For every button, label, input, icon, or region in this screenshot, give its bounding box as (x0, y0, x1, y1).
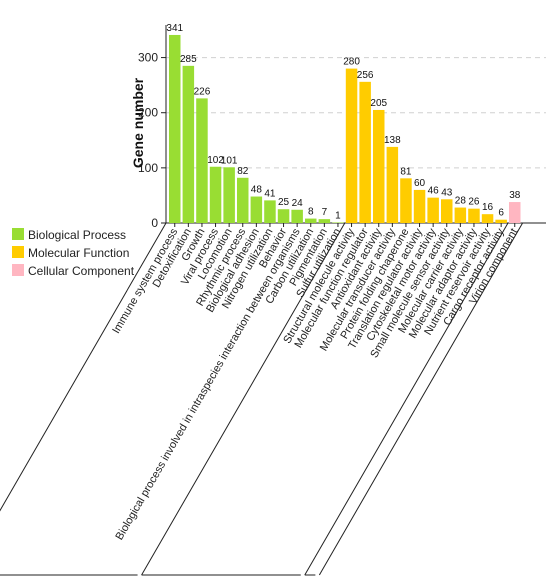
group-bracket-line (304, 222, 509, 576)
group-bracket-line (318, 222, 524, 576)
bar-value-label: 48 (251, 185, 263, 196)
bar-value-label: 46 (428, 186, 440, 197)
bar (250, 196, 263, 223)
bar-value-label: 26 (468, 197, 480, 208)
bar (413, 189, 426, 223)
bar (468, 208, 480, 223)
bar-value-label: 280 (343, 57, 360, 68)
bar-value-label: 205 (370, 98, 387, 109)
bar (441, 199, 453, 223)
bar (509, 202, 521, 223)
bar-value-label: 8 (308, 207, 314, 218)
legend-label: Biological Process (28, 228, 126, 242)
bar (264, 200, 276, 223)
bar-value-label: 41 (264, 188, 276, 199)
y-tick-label: 200 (138, 106, 158, 120)
bar-value-label: 138 (384, 135, 401, 146)
y-tick-label: 300 (138, 51, 158, 65)
bar-value-label: 38 (509, 190, 521, 201)
bar-value-label: 285 (180, 54, 197, 65)
bar (454, 207, 467, 223)
legend-label: Molecular Function (28, 246, 129, 260)
bar-value-label: 25 (278, 197, 290, 208)
bar (169, 34, 181, 223)
bar-value-label: 226 (194, 86, 211, 97)
bar-value-label: 6 (498, 208, 504, 219)
bar-value-label: 82 (237, 166, 249, 177)
bar-value-label: 28 (455, 196, 467, 207)
bar (277, 209, 290, 223)
bar (400, 178, 412, 223)
bar-value-label: 16 (482, 202, 494, 213)
category-label: Immune system process (110, 226, 180, 336)
legend-swatch (12, 228, 24, 240)
legend: Biological Process Molecular Function Cell… (12, 228, 135, 278)
bar-value-label: 43 (441, 187, 453, 198)
legend-label: Cellular Component (28, 264, 135, 278)
y-tick-label: 0 (151, 216, 158, 230)
bar-value-label: 1 (335, 210, 341, 221)
bar (209, 166, 222, 223)
bar-value-label: 24 (292, 198, 304, 209)
bar (345, 68, 358, 223)
bar (495, 219, 507, 223)
y-tick-label: 100 (138, 161, 158, 175)
bar (359, 81, 371, 223)
bar (481, 214, 494, 223)
bar-value-label: 341 (166, 23, 183, 34)
bar (182, 65, 195, 223)
bar (373, 109, 385, 223)
bar (427, 197, 439, 223)
bar-value-label: 101 (221, 155, 238, 166)
y-axis-label: Gene number (130, 77, 146, 168)
legend-swatch (12, 246, 24, 258)
bar-value-label: 7 (322, 207, 328, 218)
bar-value-label: 102 (207, 155, 224, 166)
group-bracket-line (141, 222, 346, 576)
bar-value-label: 60 (414, 178, 426, 189)
bar (196, 98, 208, 223)
bar (318, 219, 331, 223)
bar (237, 177, 249, 223)
bar (386, 146, 399, 223)
bar-value-label: 256 (357, 70, 374, 81)
bar (332, 222, 344, 223)
bar-value-label: 81 (400, 166, 412, 177)
bar (291, 209, 303, 223)
bar (223, 167, 235, 223)
group-bracket-line (0, 222, 167, 512)
group-brackets (0, 222, 524, 576)
bar (305, 218, 317, 223)
legend-swatch (12, 264, 24, 276)
